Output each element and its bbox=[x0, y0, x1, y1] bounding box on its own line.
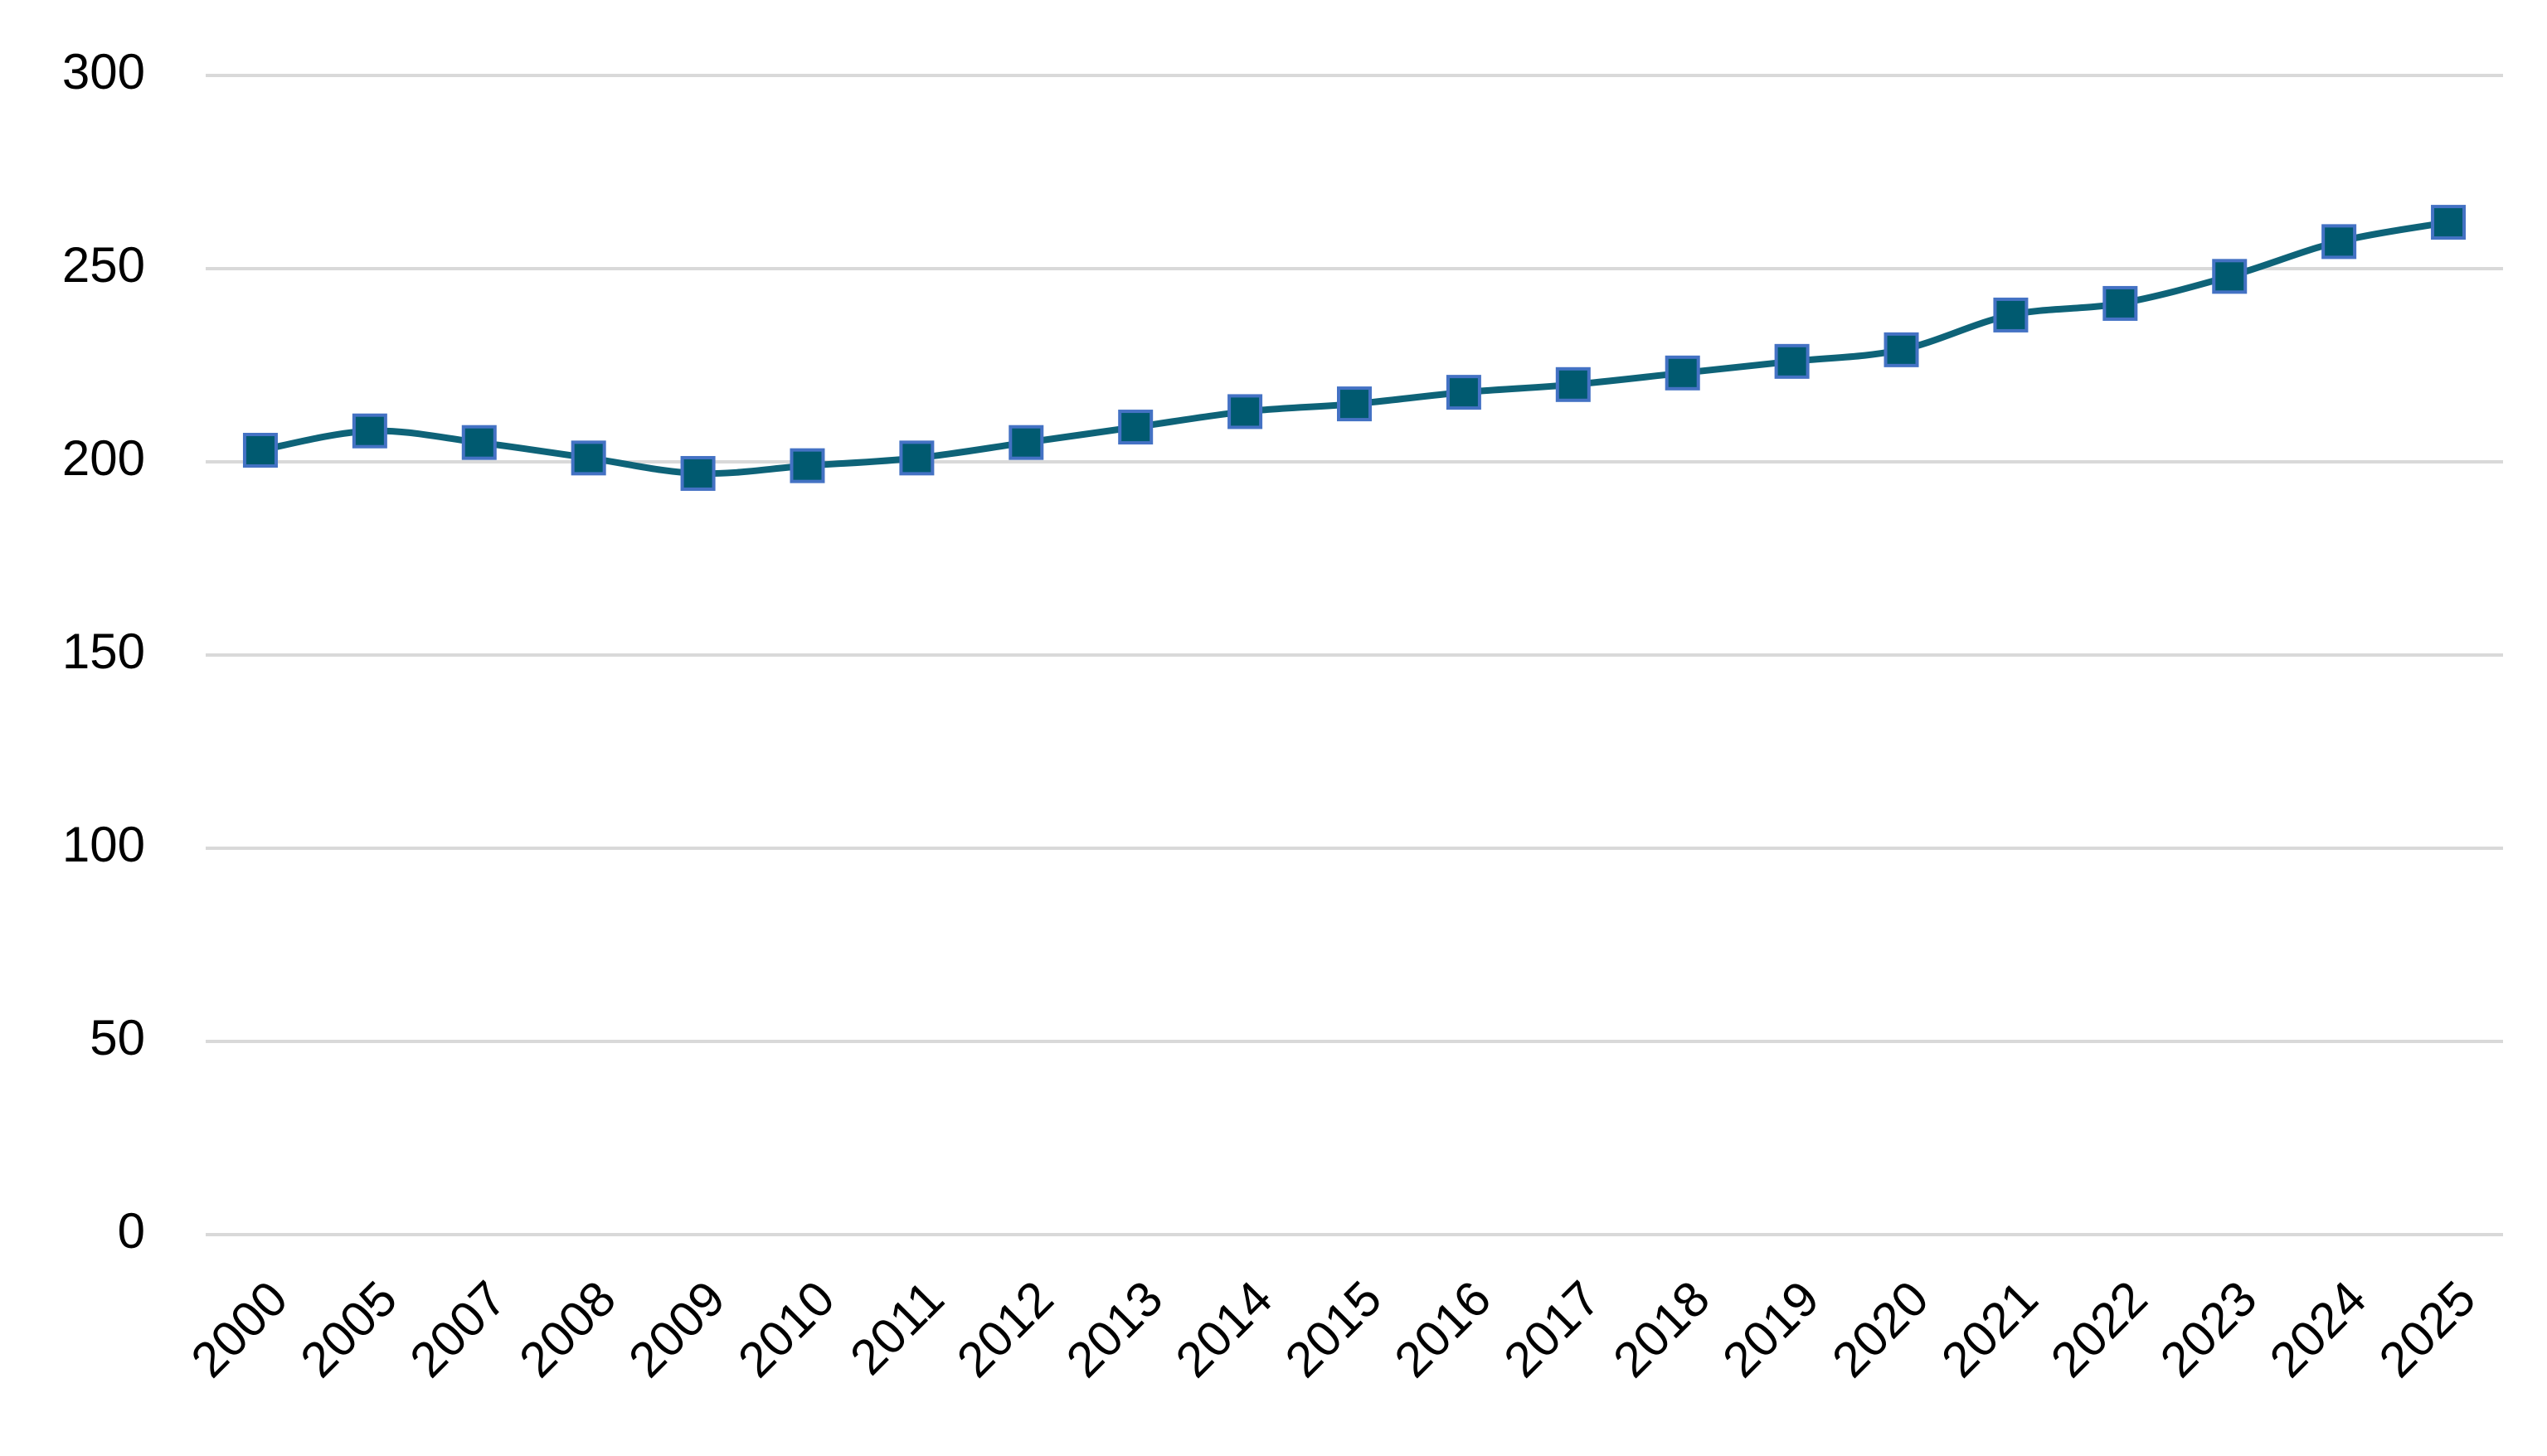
x-tick-label: 2011 bbox=[839, 1270, 955, 1386]
y-tick-label: 100 bbox=[62, 817, 145, 872]
marker bbox=[899, 440, 935, 476]
y-tick-label: 150 bbox=[62, 624, 145, 679]
marker bbox=[1774, 343, 1810, 379]
marker bbox=[1993, 297, 2029, 332]
x-tick-label: 2020 bbox=[1821, 1270, 1939, 1388]
marker bbox=[571, 440, 606, 476]
x-tick-label: 2021 bbox=[1931, 1270, 2049, 1388]
marker bbox=[1227, 394, 1263, 430]
y-tick-label: 50 bbox=[90, 1010, 145, 1065]
x-tick-label: 2009 bbox=[618, 1270, 736, 1388]
x-tick-label: 2019 bbox=[1712, 1270, 1830, 1388]
marker bbox=[1665, 355, 1700, 391]
x-tick-label: 2022 bbox=[2040, 1270, 2158, 1388]
marker bbox=[2102, 285, 2138, 321]
x-tick-label: 2012 bbox=[946, 1270, 1064, 1388]
y-tick-label: 250 bbox=[62, 237, 145, 293]
x-tick-label: 2017 bbox=[1493, 1270, 1611, 1388]
marker bbox=[352, 413, 387, 449]
marker bbox=[1884, 332, 1919, 367]
marker bbox=[1555, 366, 1591, 402]
x-tick-label: 2013 bbox=[1056, 1270, 1174, 1388]
marker bbox=[2431, 205, 2467, 240]
series-line bbox=[260, 219, 2449, 478]
x-tick-label: 2000 bbox=[181, 1270, 299, 1388]
y-tick-label: 0 bbox=[118, 1203, 145, 1259]
x-tick-label: 2008 bbox=[508, 1270, 626, 1388]
x-tick-label: 2023 bbox=[2150, 1270, 2268, 1388]
x-tick-label: 2015 bbox=[1275, 1270, 1393, 1388]
marker bbox=[242, 433, 278, 468]
marker bbox=[790, 448, 825, 483]
marker bbox=[2321, 224, 2357, 260]
x-tick-label: 2014 bbox=[1165, 1270, 1283, 1388]
marker bbox=[1446, 375, 1481, 410]
marker bbox=[2212, 259, 2248, 294]
x-tick-label: 2010 bbox=[727, 1270, 845, 1388]
x-tick-label: 2005 bbox=[289, 1270, 407, 1388]
x-tick-label: 2007 bbox=[399, 1270, 517, 1388]
x-tick-label: 2025 bbox=[2369, 1270, 2486, 1388]
y-tick-label: 300 bbox=[62, 44, 145, 99]
x-tick-label: 2024 bbox=[2259, 1270, 2377, 1388]
marker bbox=[1337, 386, 1372, 422]
x-tick-label: 2016 bbox=[1384, 1270, 1502, 1388]
marker bbox=[461, 425, 497, 460]
marker bbox=[1118, 410, 1154, 445]
y-tick-label: 200 bbox=[62, 430, 145, 486]
x-tick-label: 2018 bbox=[1602, 1270, 1720, 1388]
marker bbox=[1009, 425, 1044, 460]
marker bbox=[680, 455, 716, 491]
